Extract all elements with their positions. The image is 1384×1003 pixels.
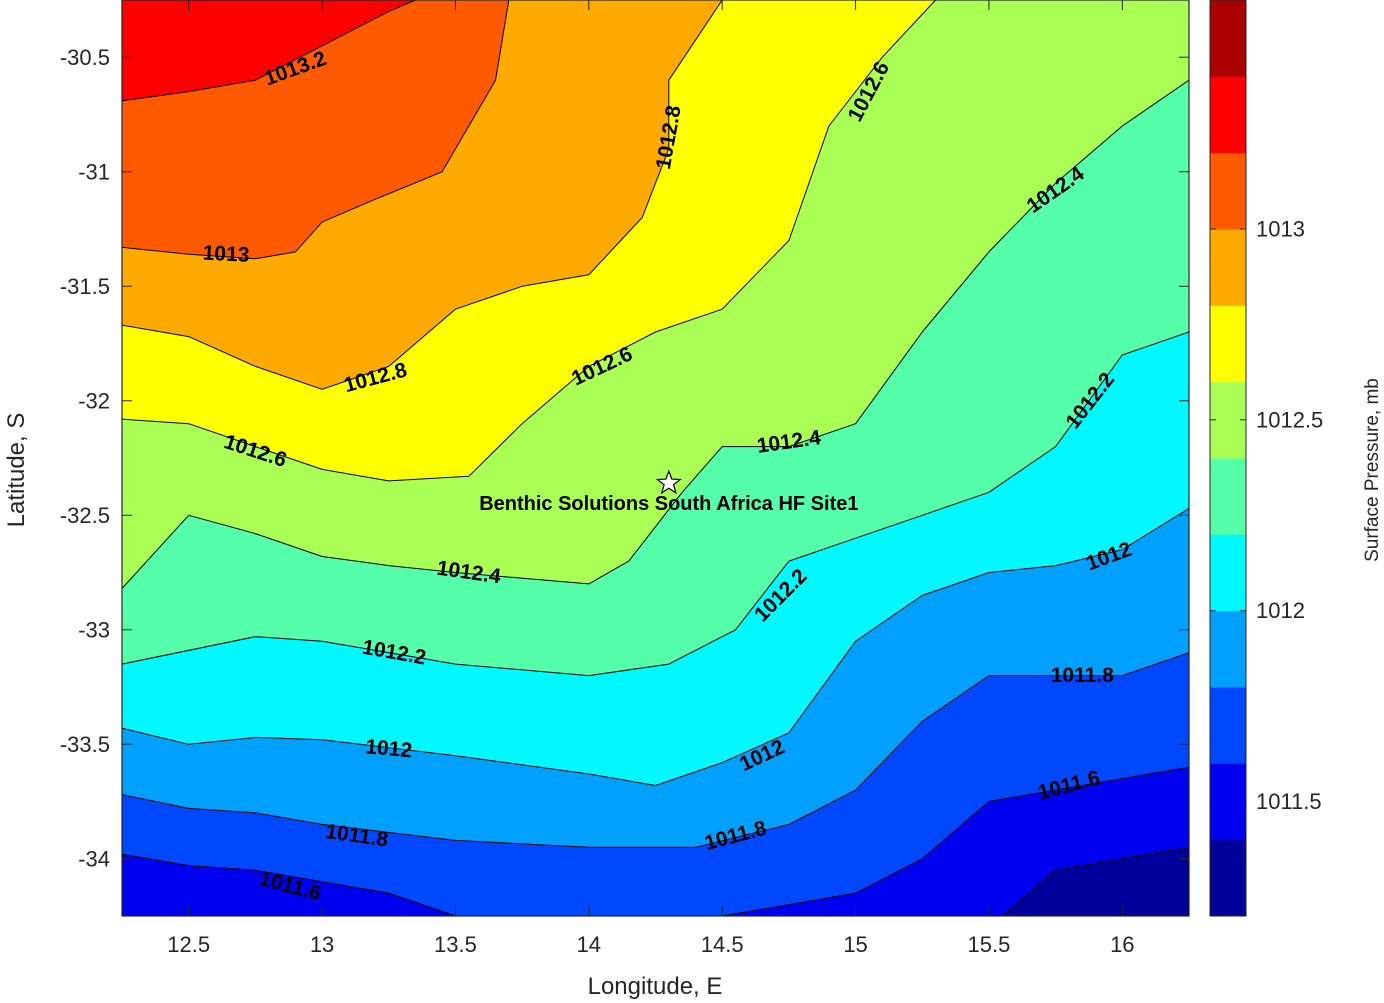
colorbar-swatch <box>1210 610 1246 688</box>
contour-line <box>122 0 723 390</box>
y-axis-ticks: -30.5 -31 -31.5 -32 -32.5 -33 -33.5 -34 <box>60 45 1189 871</box>
colorbar-tick-label: 1011.5 <box>1256 789 1322 814</box>
x-axis-ticks: 12.5 13 13.5 14 14.5 15 15.5 16 <box>167 0 1135 957</box>
colorbar-swatch <box>1210 534 1246 612</box>
y-tick-label: -30.5 <box>60 45 110 70</box>
colorbar-swatch <box>1210 76 1246 154</box>
colorbar-title: Surface Pressure, mb <box>1362 378 1383 562</box>
x-tick-label: 13 <box>310 932 334 957</box>
y-axis-title: Latitude, S <box>3 413 30 528</box>
contour-line <box>122 79 1189 589</box>
contour-line <box>1001 846 1189 916</box>
contour-line <box>122 0 936 482</box>
contour-fills <box>122 0 1189 916</box>
y-tick-label: -32.5 <box>60 503 110 528</box>
colorbar-swatch <box>1210 687 1246 764</box>
contour-band <box>122 0 1189 259</box>
x-tick-label: 12.5 <box>167 932 210 957</box>
y-tick-label: -33.5 <box>60 732 110 757</box>
site-marker-group: Benthic Solutions South Africa HF Site1 <box>479 469 858 515</box>
contour-line <box>122 652 1189 848</box>
colorbar-frame <box>1209 0 1247 917</box>
y-tick-label: -31 <box>78 159 110 184</box>
contour-line <box>122 507 1189 786</box>
contour-line <box>122 0 416 102</box>
y-tick-label: -31.5 <box>60 274 110 299</box>
contour-line <box>122 0 510 260</box>
colorbar-swatch <box>1210 839 1246 917</box>
x-tick-label: 14 <box>577 932 601 957</box>
x-tick-label: 13.5 <box>434 932 477 957</box>
colorbar: 1011.5 1012 1012.5 1013 <box>1209 0 1323 917</box>
contour-line <box>122 331 1189 677</box>
colorbar-tick-label: 1013 <box>1256 217 1305 242</box>
site-label: Benthic Solutions South Africa HF Site1 <box>479 493 858 515</box>
colorbar-swatch <box>1210 305 1246 383</box>
contour-line <box>122 766 1189 916</box>
y-tick-label: -34 <box>78 846 110 871</box>
colorbar-swatch <box>1210 229 1246 306</box>
colorbar-tick-label: 1012.5 <box>1256 407 1323 432</box>
colorbar-tick-label: 1012 <box>1256 598 1305 623</box>
x-tick-label: 15.5 <box>968 932 1011 957</box>
y-tick-label: -33 <box>78 617 110 642</box>
contour-label: 1012 <box>364 735 413 762</box>
colorbar-swatch <box>1210 458 1246 535</box>
contour-lines <box>122 0 1189 916</box>
x-tick-label: 14.5 <box>701 932 744 957</box>
x-axis-title: Longitude, E <box>588 973 723 1000</box>
x-tick-label: 16 <box>1110 932 1134 957</box>
contour-band <box>122 0 1189 101</box>
contour-label: 1013 <box>202 241 250 266</box>
x-tick-label: 15 <box>843 932 867 957</box>
y-tick-label: -32 <box>78 388 110 413</box>
colorbar-swatch <box>1210 152 1246 230</box>
plot-frame <box>121 0 1190 917</box>
contour-label: 1011.8 <box>1051 664 1114 687</box>
colorbar-swatch <box>1210 0 1246 77</box>
site-star-icon <box>655 469 682 495</box>
